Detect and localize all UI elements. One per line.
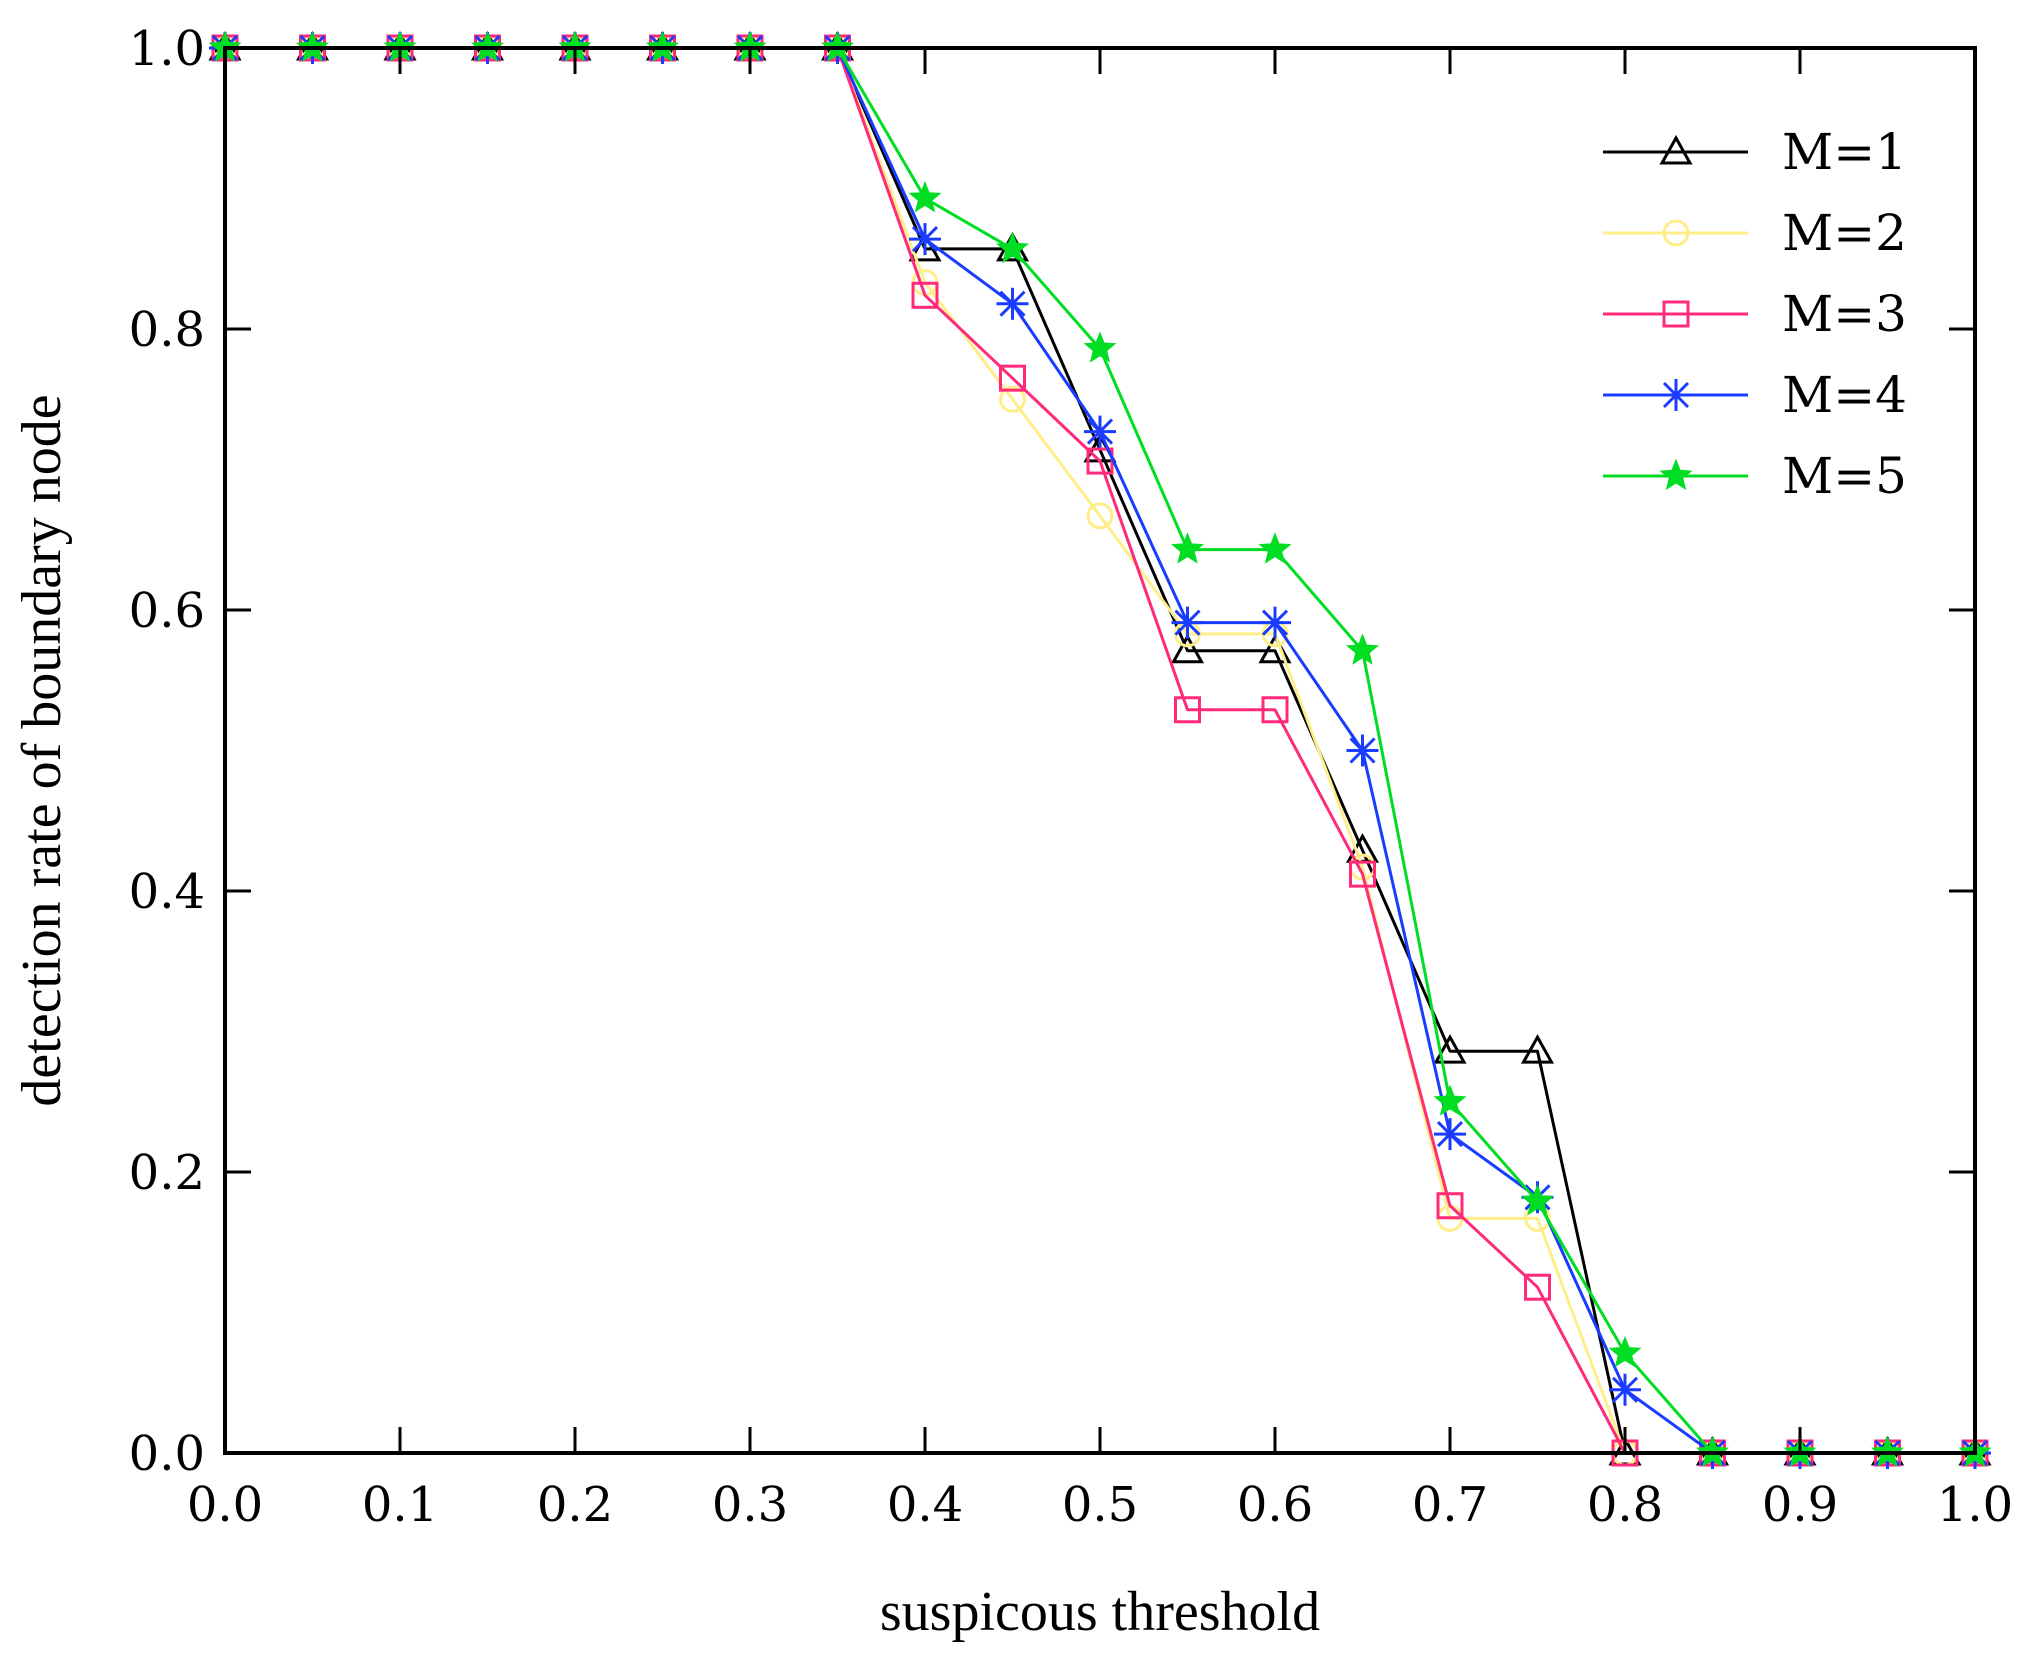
legend-item: M=3 <box>1603 285 1907 343</box>
y-tick-label: 0.0 <box>129 1426 205 1482</box>
legend: M=1 M=2 M=3 M=4 M=5 <box>1603 123 1907 505</box>
legend-label: M=3 <box>1782 285 1907 343</box>
legend-item: M=5 <box>1603 447 1907 505</box>
data-point <box>1521 1184 1554 1216</box>
x-tick-label: 0.6 <box>1237 1477 1313 1533</box>
data-point <box>909 223 941 256</box>
legend-item: M=4 <box>1603 366 1907 424</box>
x-tick-label: 0.2 <box>537 1477 613 1533</box>
x-axis-title: suspicous threshold <box>880 1581 1320 1643</box>
data-point <box>1086 502 1114 530</box>
plot-frame <box>223 46 1977 1455</box>
legend-label: M=5 <box>1782 447 1907 505</box>
legend-label: M=1 <box>1782 123 1907 181</box>
y-tick-label: 0.8 <box>129 302 205 358</box>
x-tick-label: 0.0 <box>187 1477 263 1533</box>
data-point <box>996 231 1029 263</box>
legend-marker <box>1662 300 1690 328</box>
x-tick-label: 0.1 <box>362 1477 438 1533</box>
data-point <box>1258 532 1292 564</box>
data-point <box>999 364 1026 392</box>
y-tick-label: 0.6 <box>129 583 205 639</box>
data-point <box>1170 633 1205 664</box>
y-axis-title: detection rate of boundary node <box>11 394 73 1106</box>
legend-marker <box>1660 379 1692 411</box>
data-point <box>999 385 1026 413</box>
data-point <box>1609 1373 1641 1406</box>
data-point <box>1346 734 1379 767</box>
data-point <box>1349 860 1376 888</box>
x-tick-label: 0.5 <box>1062 1477 1138 1533</box>
x-tick-label: 0.7 <box>1412 1477 1488 1533</box>
y-tick-label: 0.4 <box>129 864 205 920</box>
legend-label: M=2 <box>1782 204 1907 262</box>
legend-item: M=1 <box>1603 123 1907 181</box>
legend-marker <box>1659 134 1693 165</box>
data-point <box>911 281 939 309</box>
x-tick-label: 0.9 <box>1762 1477 1838 1533</box>
data-point <box>1174 696 1201 724</box>
data-point <box>1433 1034 1467 1064</box>
data-point <box>1434 1118 1466 1151</box>
data-point <box>1433 1084 1467 1116</box>
axis-ticks: 0.0 0.1 0.2 0.3 0.4 0.5 0.6 0.7 0.8 0.9 1.0 0.0 0.2 0… <box>129 21 2014 1533</box>
legend-item: M=2 <box>1603 204 1907 262</box>
data-point <box>1084 415 1116 448</box>
data-point <box>1346 633 1379 665</box>
data-point <box>996 287 1029 320</box>
data-point <box>1259 606 1291 639</box>
y-tick-label: 1.0 <box>129 21 205 77</box>
x-tick-label: 0.4 <box>887 1477 963 1533</box>
x-tick-label: 1.0 <box>1937 1477 2013 1533</box>
data-point <box>1608 1335 1642 1368</box>
x-tick-label: 0.8 <box>1587 1477 1663 1533</box>
y-tick-label: 0.2 <box>129 1145 205 1201</box>
x-tick-label: 0.3 <box>712 1477 788 1533</box>
legend-marker <box>1662 219 1690 247</box>
data-point <box>1083 331 1117 363</box>
data-point <box>1171 606 1204 639</box>
legend-label: M=4 <box>1782 366 1907 424</box>
data-point <box>1171 532 1204 564</box>
data-point <box>1436 1192 1464 1220</box>
data-point <box>1524 1273 1551 1301</box>
legend-marker <box>1659 458 1693 490</box>
data-point <box>1520 1034 1555 1064</box>
data-point <box>1261 696 1289 724</box>
data-point <box>908 180 942 213</box>
